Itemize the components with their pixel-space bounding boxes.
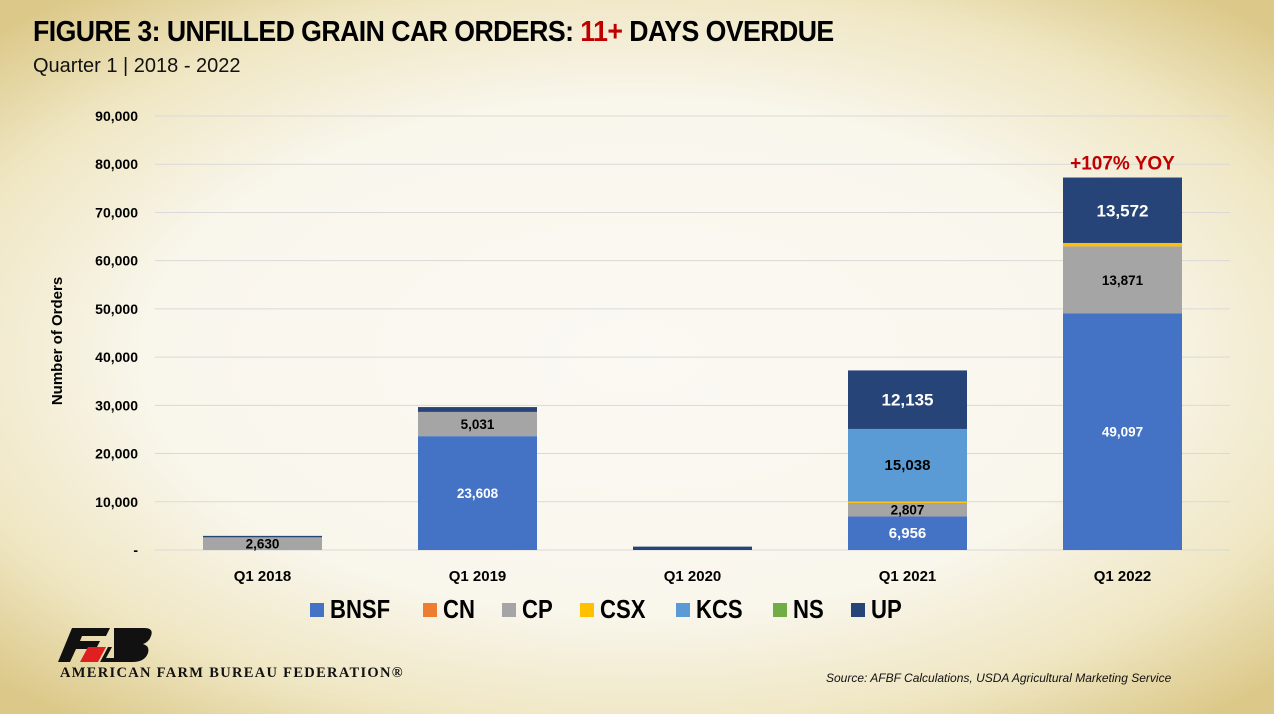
data-label: 5,031 <box>461 417 495 432</box>
bar-segment-csx <box>1063 242 1182 247</box>
legend-label: CP <box>522 594 554 624</box>
yoy-annotation: +107% YOY <box>1070 154 1175 175</box>
legend-swatch <box>580 602 595 617</box>
legend-item-cp: CP <box>502 594 558 625</box>
legend-label: BNSF <box>330 594 391 624</box>
data-label: 12,135 <box>882 391 934 410</box>
y-tick-label: 10,000 <box>95 494 138 510</box>
bar-segment-cp <box>848 502 967 517</box>
legend-item-up: UP <box>850 594 907 625</box>
data-label: 23,608 <box>457 486 499 501</box>
y-axis-ticks: - 10,000 20,000 30,000 40,000 50,000 60,000 70,… <box>95 108 138 558</box>
legend-swatch <box>502 602 517 617</box>
legend-swatch <box>675 602 690 617</box>
y-tick-label: 20,000 <box>95 446 138 462</box>
bar-segment-up <box>848 370 967 429</box>
bar-segment-up <box>418 407 537 412</box>
x-tick-label: Q1 2021 <box>879 568 937 585</box>
title-part1: FIGURE 3: UNFILLED GRAIN CAR ORDERS: <box>33 16 581 48</box>
bar-segment-up <box>633 546 752 550</box>
y-tick-label: 90,000 <box>95 108 138 124</box>
y-tick-label: 40,000 <box>95 349 138 365</box>
legend-item-kcs: KCS <box>675 594 751 625</box>
y-tick-label: 50,000 <box>95 301 138 317</box>
annotations: +107% YOY <box>1070 154 1175 175</box>
y-tick-label: 80,000 <box>95 156 138 172</box>
bar-segment-cp <box>1063 246 1182 314</box>
legend-item-ns: NS <box>772 594 829 625</box>
bar-segment-bnsf <box>1063 313 1182 550</box>
bar-segment-bnsf <box>848 516 967 550</box>
data-label: 13,572 <box>1097 201 1149 220</box>
title-part2: DAYS OVERDUE <box>622 16 834 48</box>
bar-segment-csx <box>848 501 967 503</box>
source-note: Source: AFBF Calculations, USDA Agricult… <box>826 671 1172 685</box>
legend-label: UP <box>870 594 902 624</box>
x-tick-label: Q1 2020 <box>664 568 722 585</box>
legend-swatch <box>422 602 437 617</box>
y-tick-label: 60,000 <box>95 253 138 269</box>
legend-swatch <box>772 602 787 617</box>
afbf-logo <box>58 628 152 662</box>
bar-segment-up <box>1063 177 1182 243</box>
org-name: AMERICAN FARM BUREAU FEDERATION® <box>60 665 404 681</box>
legend-label: KCS <box>695 594 743 624</box>
title-highlight: 11+ <box>580 16 623 48</box>
chart-title: FIGURE 3: UNFILLED GRAIN CAR ORDERS: 11+… <box>33 16 834 49</box>
legend-item-cn: CN <box>422 594 481 625</box>
bar-segment-cp <box>203 537 322 550</box>
data-label: 49,097 <box>1102 425 1143 440</box>
bar-segment-kcs <box>848 428 967 502</box>
x-tick-label: Q1 2019 <box>449 568 507 585</box>
x-axis-ticks: Q1 2018 Q1 2019 Q1 2020 Q1 2021 Q1 2022 <box>234 568 1152 585</box>
bar-segment-bnsf <box>418 436 537 550</box>
data-label: 2,630 <box>246 537 280 552</box>
x-tick-label: Q1 2022 <box>1094 568 1152 585</box>
data-label: 15,038 <box>885 457 931 474</box>
legend-swatch <box>850 602 865 617</box>
y-tick-label: 30,000 <box>95 397 138 413</box>
bar-segment-up <box>203 535 322 538</box>
y-tick-label: 70,000 <box>95 204 138 220</box>
legend: BNSF CN CP CSX KCS NS UP <box>310 594 907 625</box>
x-tick-label: Q1 2018 <box>234 568 292 585</box>
chart-subtitle: Quarter 1 | 2018 - 2022 <box>33 55 241 77</box>
bars: 2,630 23,608 5,031 6,956 2,807 15,038 12,135 49… <box>203 177 1182 552</box>
legend-label: CN <box>442 594 475 624</box>
y-tick-label: - <box>133 542 138 558</box>
y-axis-label: Number of Orders <box>49 277 66 405</box>
data-label: 2,807 <box>891 503 925 518</box>
data-label: 6,956 <box>889 525 927 542</box>
legend-swatch <box>310 602 324 617</box>
legend-label: NS <box>792 594 824 624</box>
legend-item-bnsf: BNSF <box>310 594 401 625</box>
legend-label: CSX <box>600 594 646 624</box>
bar-segment-cp <box>418 411 537 437</box>
data-label: 13,871 <box>1102 273 1144 288</box>
legend-item-csx: CSX <box>580 594 653 625</box>
